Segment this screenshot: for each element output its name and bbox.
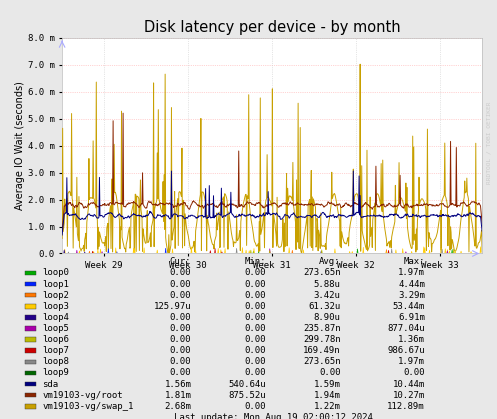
Text: 10.27m: 10.27m	[393, 391, 425, 400]
Text: 61.32u: 61.32u	[308, 302, 340, 311]
Text: 0.00: 0.00	[245, 402, 266, 411]
Text: 0.00: 0.00	[170, 279, 191, 289]
Text: 53.44m: 53.44m	[393, 302, 425, 311]
Text: 540.64u: 540.64u	[228, 380, 266, 388]
Text: loop1: loop1	[42, 279, 69, 289]
Text: 0.00: 0.00	[170, 269, 191, 277]
Text: Max:: Max:	[404, 257, 425, 266]
Text: 0.00: 0.00	[170, 291, 191, 300]
Text: 0.00: 0.00	[245, 269, 266, 277]
Text: 986.67u: 986.67u	[387, 346, 425, 355]
Text: 169.49n: 169.49n	[303, 346, 340, 355]
Text: 1.56m: 1.56m	[165, 380, 191, 388]
Text: sda: sda	[42, 380, 58, 388]
Title: Disk latency per device - by month: Disk latency per device - by month	[144, 20, 401, 35]
Text: 0.00: 0.00	[404, 368, 425, 378]
Text: 0.00: 0.00	[245, 368, 266, 378]
Text: loop6: loop6	[42, 335, 69, 344]
Text: loop4: loop4	[42, 313, 69, 322]
Text: 0.00: 0.00	[245, 302, 266, 311]
Text: 0.00: 0.00	[170, 313, 191, 322]
Text: loop5: loop5	[42, 324, 69, 333]
Text: 6.91m: 6.91m	[398, 313, 425, 322]
Text: 1.36m: 1.36m	[398, 335, 425, 344]
Text: vm19103-vg/root: vm19103-vg/root	[42, 391, 123, 400]
Text: 1.59m: 1.59m	[314, 380, 340, 388]
Text: 0.00: 0.00	[319, 368, 340, 378]
Text: 0.00: 0.00	[170, 346, 191, 355]
Text: 0.00: 0.00	[245, 335, 266, 344]
Text: 235.87n: 235.87n	[303, 324, 340, 333]
Text: loop8: loop8	[42, 357, 69, 366]
Text: 3.29m: 3.29m	[398, 291, 425, 300]
Text: 1.97m: 1.97m	[398, 357, 425, 366]
Text: loop3: loop3	[42, 302, 69, 311]
Text: vm19103-vg/swap_1: vm19103-vg/swap_1	[42, 402, 134, 411]
Text: 5.88u: 5.88u	[314, 279, 340, 289]
Text: 0.00: 0.00	[170, 368, 191, 378]
Text: 0.00: 0.00	[170, 324, 191, 333]
Text: 875.52u: 875.52u	[228, 391, 266, 400]
Text: 877.04u: 877.04u	[387, 324, 425, 333]
Text: 0.00: 0.00	[245, 357, 266, 366]
Text: 0.00: 0.00	[170, 357, 191, 366]
Text: 1.22m: 1.22m	[314, 402, 340, 411]
Text: 125.97u: 125.97u	[154, 302, 191, 311]
Text: 0.00: 0.00	[245, 279, 266, 289]
Text: RRDTOOL / TOBI OETIKER: RRDTOOL / TOBI OETIKER	[486, 101, 491, 184]
Text: 4.44m: 4.44m	[398, 279, 425, 289]
Y-axis label: Average IO Wait (seconds): Average IO Wait (seconds)	[15, 81, 25, 210]
Text: 3.42u: 3.42u	[314, 291, 340, 300]
Text: Avg:: Avg:	[319, 257, 340, 266]
Text: loop2: loop2	[42, 291, 69, 300]
Text: 10.44m: 10.44m	[393, 380, 425, 388]
Text: Last update: Mon Aug 19 02:00:12 2024: Last update: Mon Aug 19 02:00:12 2024	[174, 413, 373, 419]
Text: 0.00: 0.00	[245, 313, 266, 322]
Text: 0.00: 0.00	[245, 291, 266, 300]
Text: 273.65n: 273.65n	[303, 357, 340, 366]
Text: 1.97m: 1.97m	[398, 269, 425, 277]
Text: 112.89m: 112.89m	[387, 402, 425, 411]
Text: 2.68m: 2.68m	[165, 402, 191, 411]
Text: 8.90u: 8.90u	[314, 313, 340, 322]
Text: 1.94m: 1.94m	[314, 391, 340, 400]
Text: 0.00: 0.00	[245, 346, 266, 355]
Text: 0.00: 0.00	[170, 335, 191, 344]
Text: 299.78n: 299.78n	[303, 335, 340, 344]
Text: loop0: loop0	[42, 269, 69, 277]
Text: loop7: loop7	[42, 346, 69, 355]
Text: Min:: Min:	[245, 257, 266, 266]
Text: Cur:: Cur:	[170, 257, 191, 266]
Text: loop9: loop9	[42, 368, 69, 378]
Text: 0.00: 0.00	[245, 324, 266, 333]
Text: 273.65n: 273.65n	[303, 269, 340, 277]
Text: 1.81m: 1.81m	[165, 391, 191, 400]
